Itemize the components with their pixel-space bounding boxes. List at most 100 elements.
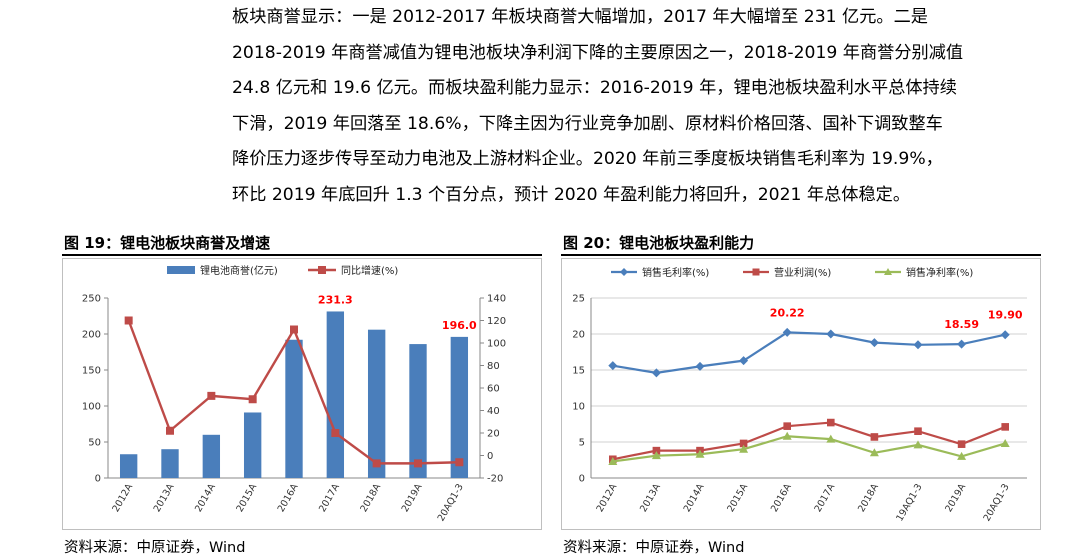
left-tick-label: 250 xyxy=(82,294,101,305)
right-tick-label: 0 xyxy=(487,451,493,462)
legend-label-goodwill: 锂电池商誉(亿元) xyxy=(200,264,278,277)
legend-marker-gross-margin xyxy=(620,268,628,276)
goodwill-bar xyxy=(202,434,221,478)
right-tick-label: 20 xyxy=(487,429,500,440)
right-tick-label: 140 xyxy=(487,294,506,305)
net-margin-point xyxy=(695,449,705,458)
paragraph-line: 2018-2019 年商誉减值为锂电池板块净利润下降的主要原因之一，2018-2… xyxy=(232,42,964,63)
value-annotation: 196.0 xyxy=(442,319,477,332)
growth-point xyxy=(248,395,257,404)
gross-margin-point xyxy=(782,327,792,337)
figure19-title-rule xyxy=(62,254,542,256)
gross-margin-point xyxy=(651,368,661,378)
net-margin-point xyxy=(913,440,923,449)
legend-marker-growth xyxy=(318,266,326,274)
goodwill-bar xyxy=(367,329,386,478)
figure19-title: 图 19：锂电池板块商誉及增速 xyxy=(64,234,271,252)
y-tick-label: 25 xyxy=(572,294,585,305)
y-tick-label: 10 xyxy=(572,402,585,413)
growth-point xyxy=(207,391,216,400)
value-annotation: 231.3 xyxy=(318,293,353,306)
goodwill-bar xyxy=(409,344,427,478)
gross-margin-point xyxy=(695,361,705,371)
legend-label-gross-margin: 销售毛利率(%) xyxy=(642,266,709,279)
net-margin-point xyxy=(651,451,661,460)
paragraph-line: 降价压力逐步传导至动力电池及上游材料企业。2020 年前三季度板块销售毛利率为 … xyxy=(232,149,943,169)
growth-point xyxy=(166,426,174,435)
goodwill-bar xyxy=(326,311,345,478)
growth-point xyxy=(124,316,133,325)
goodwill-bar xyxy=(161,449,179,478)
growth-point xyxy=(455,458,464,467)
paragraph-line: 24.8 亿元和 19.6 亿元。而板块盈利能力显示：2016-2019 年，锂… xyxy=(232,78,957,98)
goodwill-bar xyxy=(285,339,303,478)
net-margin-point xyxy=(1000,438,1010,447)
y-tick-label: 5 xyxy=(579,438,585,449)
operating-profit-point xyxy=(827,418,835,427)
operating-profit-point xyxy=(652,446,661,455)
net-margin-line xyxy=(612,435,1006,463)
left-tick-label: 150 xyxy=(82,366,101,377)
paragraph-line: 板块商誉显示：一是 2012-2017 年板块商誉大幅增加，2017 年大幅增至… xyxy=(232,7,928,27)
gross-margin-line xyxy=(612,331,1006,374)
right-tick-label: -20 xyxy=(487,474,503,485)
legend-label-net-margin: 销售净利率(%) xyxy=(906,266,973,279)
gross-margin-point xyxy=(913,340,923,350)
growth-point xyxy=(290,325,298,334)
net-margin-point xyxy=(869,448,879,457)
gross-margin-point xyxy=(869,338,879,348)
y-tick-label: 20 xyxy=(572,330,585,341)
left-tick-label: 0 xyxy=(95,474,101,485)
chart-frame xyxy=(561,258,1041,530)
right-tick-label: 100 xyxy=(487,339,506,350)
right-tick-label: 120 xyxy=(487,316,506,327)
left-tick-label: 100 xyxy=(82,402,101,413)
net-margin-point xyxy=(826,434,836,443)
goodwill-bar xyxy=(119,454,138,478)
legend-marker-operating-profit xyxy=(752,268,760,276)
operating-profit-point xyxy=(1001,423,1009,431)
legend-marker-net-margin xyxy=(884,268,892,275)
figure20-title-rule xyxy=(561,254,1041,256)
value-annotation: 19.90 xyxy=(988,309,1023,322)
legend-swatch-goodwill xyxy=(167,266,195,274)
body-paragraph: 板块商誉显示：一是 2012-2017 年板块商誉大幅增加，2017 年大幅增至… xyxy=(232,0,1062,213)
operating-profit-point xyxy=(870,433,879,441)
right-tick-label: 40 xyxy=(487,406,500,417)
operating-profit-point xyxy=(783,422,791,430)
goodwill-chart: 050100150200250-200204060801001201402012… xyxy=(62,258,542,530)
paragraph-line: 下滑，2019 年回落至 18.6%，下降主因为行业竞争加剧、原材料价格回落、国… xyxy=(232,113,943,134)
growth-point xyxy=(414,459,422,468)
gross-margin-point xyxy=(608,361,618,371)
gross-margin-point xyxy=(739,356,749,366)
figure20-source: 资料来源：中原证券，Wind xyxy=(563,540,745,556)
legend-label-growth: 同比增速(%) xyxy=(341,264,398,277)
net-margin-point xyxy=(739,444,749,453)
value-annotation: 20.22 xyxy=(770,306,805,319)
growth-point xyxy=(331,429,340,437)
gross-margin-point xyxy=(957,339,967,349)
net-margin-point xyxy=(608,456,618,465)
operating-profit-line xyxy=(612,421,1006,461)
growth-point xyxy=(372,459,381,468)
left-tick-label: 200 xyxy=(82,330,101,341)
net-margin-point xyxy=(957,451,967,460)
figure20-title: 图 20：锂电池板块盈利能力 xyxy=(563,234,755,252)
value-annotation: 18.59 xyxy=(944,318,979,331)
y-tick-label: 15 xyxy=(572,366,585,377)
right-tick-label: 80 xyxy=(487,361,500,372)
goodwill-bar xyxy=(450,336,469,478)
paragraph-line: 环比 2019 年底回升 1.3 个百分点，预计 2020 年盈利能力将回升，2… xyxy=(232,184,911,205)
legend-label-operating-profit: 营业利润(%) xyxy=(774,266,831,279)
gross-margin-point xyxy=(826,329,836,339)
left-tick-label: 50 xyxy=(88,438,101,449)
operating-profit-point xyxy=(914,427,922,435)
net-margin-point xyxy=(782,431,792,440)
figure19-source: 资料来源：中原证券，Wind xyxy=(64,540,246,556)
operating-profit-point xyxy=(739,439,748,448)
operating-profit-point xyxy=(957,440,966,448)
right-tick-label: 60 xyxy=(487,384,500,395)
y-tick-label: 0 xyxy=(579,474,585,485)
goodwill-bar xyxy=(243,412,262,478)
